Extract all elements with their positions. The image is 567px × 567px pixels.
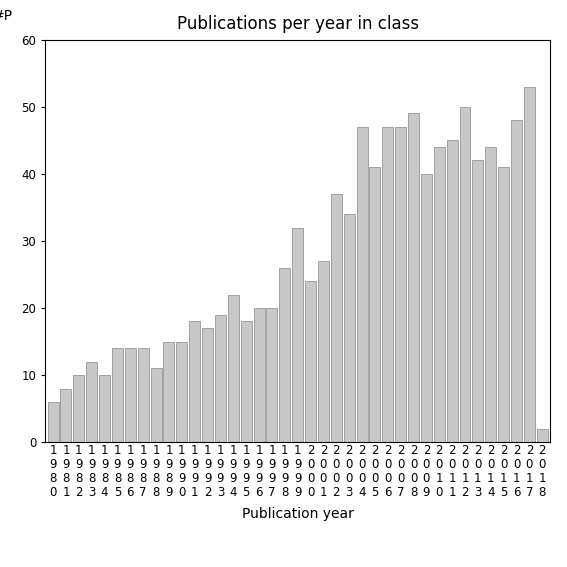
Bar xyxy=(202,328,213,442)
Bar xyxy=(253,308,265,442)
Bar xyxy=(99,375,110,442)
Bar xyxy=(266,308,277,442)
Bar xyxy=(228,295,239,442)
Bar xyxy=(421,174,432,442)
Bar xyxy=(280,268,290,442)
Bar xyxy=(460,107,471,442)
Bar xyxy=(472,160,484,442)
Bar xyxy=(138,348,149,442)
Text: #P: #P xyxy=(0,9,12,23)
Bar xyxy=(292,227,303,442)
Bar xyxy=(357,127,367,442)
Bar xyxy=(524,87,535,442)
Bar xyxy=(215,315,226,442)
Bar xyxy=(305,281,316,442)
Bar xyxy=(485,147,496,442)
Bar xyxy=(86,362,97,442)
Bar xyxy=(189,321,200,442)
Bar xyxy=(112,348,123,442)
Bar xyxy=(344,214,354,442)
Bar xyxy=(163,341,175,442)
Bar xyxy=(241,321,252,442)
Bar xyxy=(125,348,136,442)
Bar xyxy=(498,167,509,442)
Bar xyxy=(447,141,458,442)
Title: Publications per year in class: Publications per year in class xyxy=(176,15,419,32)
Bar xyxy=(331,194,342,442)
Bar xyxy=(73,375,84,442)
Bar xyxy=(151,369,162,442)
Bar xyxy=(48,402,58,442)
Bar xyxy=(537,429,548,442)
Bar xyxy=(511,120,522,442)
Bar xyxy=(370,167,380,442)
X-axis label: Publication year: Publication year xyxy=(242,507,354,521)
Bar xyxy=(408,113,419,442)
Bar xyxy=(434,147,445,442)
Bar xyxy=(318,261,329,442)
Bar xyxy=(395,127,406,442)
Bar xyxy=(382,127,393,442)
Bar xyxy=(61,388,71,442)
Bar xyxy=(176,341,187,442)
